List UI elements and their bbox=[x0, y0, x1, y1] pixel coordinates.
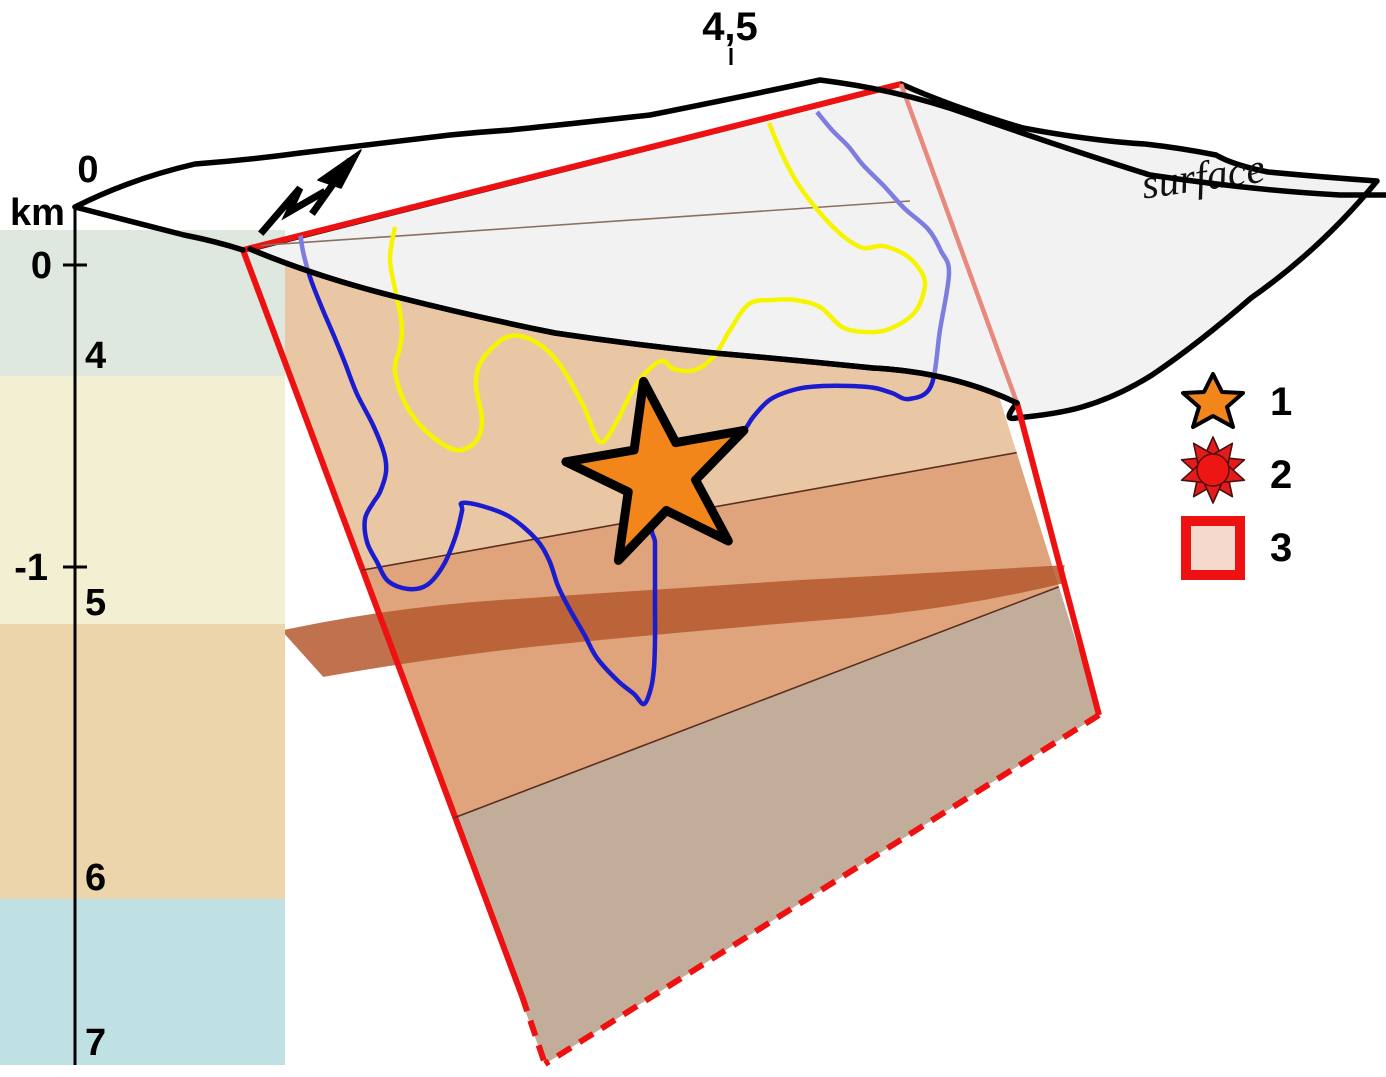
svg-text:0: 0 bbox=[77, 149, 98, 191]
svg-text:2: 2 bbox=[1270, 453, 1292, 497]
svg-text:4,5: 4,5 bbox=[702, 5, 758, 49]
svg-text:km: km bbox=[10, 192, 65, 234]
svg-text:7: 7 bbox=[85, 1022, 106, 1064]
svg-text:6: 6 bbox=[85, 857, 106, 899]
svg-text:0: 0 bbox=[31, 245, 52, 287]
svg-text:5: 5 bbox=[85, 582, 106, 624]
svg-text:1: 1 bbox=[1270, 380, 1292, 424]
svg-text:-1: -1 bbox=[14, 547, 48, 589]
svg-text:3: 3 bbox=[1270, 526, 1292, 570]
svg-text:4: 4 bbox=[85, 335, 106, 377]
